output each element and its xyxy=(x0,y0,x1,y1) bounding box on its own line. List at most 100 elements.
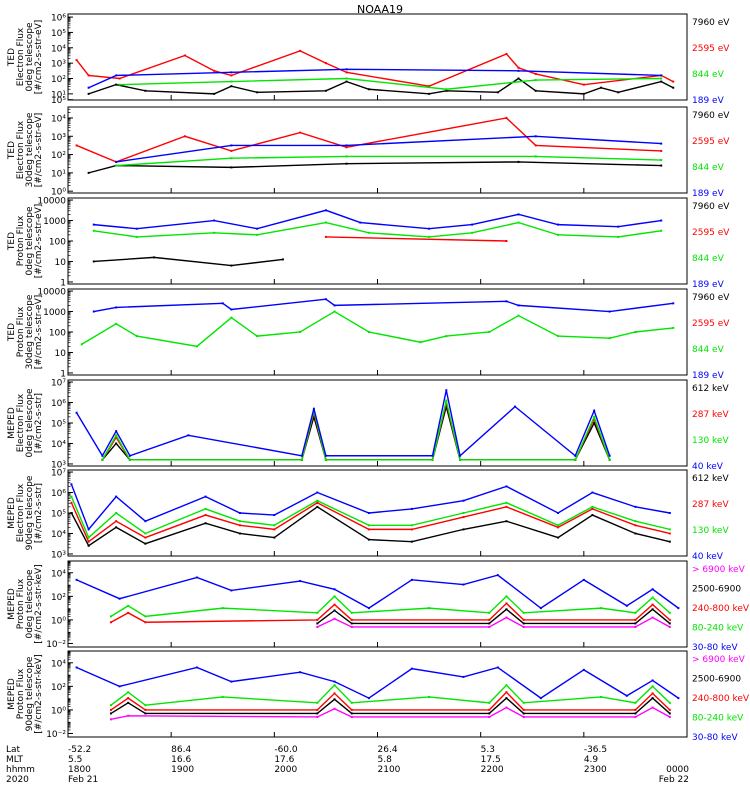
legend-entry: 130 keV xyxy=(692,526,729,536)
data-point xyxy=(651,608,654,611)
data-point xyxy=(359,221,362,224)
data-point xyxy=(591,514,594,517)
data-point xyxy=(333,707,336,710)
data-point xyxy=(367,524,370,527)
data-point xyxy=(517,314,520,317)
data-point xyxy=(230,74,233,77)
data-point xyxy=(316,622,319,625)
data-point xyxy=(350,715,353,718)
data-point xyxy=(367,231,370,234)
data-point xyxy=(128,458,131,461)
data-point xyxy=(127,611,130,614)
data-point xyxy=(534,155,537,158)
data-point xyxy=(445,88,448,91)
y-axis-label-line: Electron Flux xyxy=(16,120,26,179)
data-point xyxy=(410,667,413,670)
data-point xyxy=(273,536,276,539)
data-point xyxy=(75,578,78,581)
data-point xyxy=(273,524,276,527)
y-axis-label-line: Proton Flux xyxy=(16,578,26,629)
data-point xyxy=(238,512,241,514)
y-tick-label: 1000 xyxy=(43,308,66,318)
data-point xyxy=(213,231,216,234)
data-point xyxy=(109,615,112,618)
data-point xyxy=(115,322,118,325)
x-axis-mlt-label: 17.5 xyxy=(481,755,501,765)
data-point xyxy=(677,607,680,610)
data-point xyxy=(534,144,537,147)
y-tick-label: 10⁴ xyxy=(51,44,66,54)
series-group xyxy=(75,666,680,721)
data-point xyxy=(115,520,118,523)
panel-8: 10⁻² 10⁰ 10² 10⁴ MEPED Proton Flux 90deg teles… xyxy=(7,650,750,743)
data-point xyxy=(256,233,259,236)
y-tick-label: 10⁴ xyxy=(51,530,66,540)
y-tick-label: 10⁴ xyxy=(51,440,66,450)
data-point xyxy=(345,77,348,80)
data-point xyxy=(324,298,327,301)
legend-entry: 7960 eV xyxy=(692,111,730,121)
series-line xyxy=(93,221,662,238)
legend-entry: 30-80 keV xyxy=(692,733,738,743)
data-point xyxy=(213,219,216,222)
data-point xyxy=(660,159,663,162)
data-point xyxy=(668,512,671,514)
data-point xyxy=(115,512,118,514)
legend-entry: 287 keV xyxy=(692,500,729,510)
data-point xyxy=(505,608,508,611)
data-point xyxy=(109,621,112,624)
data-point xyxy=(115,430,118,433)
series-line xyxy=(88,161,662,174)
panel-frame xyxy=(67,197,688,285)
data-point xyxy=(324,235,327,238)
series-line xyxy=(325,236,507,242)
data-point xyxy=(144,536,147,539)
data-point xyxy=(144,89,147,92)
data-point xyxy=(634,625,637,628)
data-point xyxy=(312,415,315,418)
data-point xyxy=(428,235,431,238)
data-point xyxy=(367,697,370,700)
data-point xyxy=(505,602,508,605)
panel-2: 10⁰ 10¹ 10² 10³ 10⁴ 10⁵ TED Electron Flux 30deg … xyxy=(7,96,730,199)
data-point xyxy=(517,160,520,163)
data-point xyxy=(345,71,348,74)
data-point xyxy=(600,695,603,698)
y-tick-label: 10³ xyxy=(51,550,66,560)
data-point xyxy=(462,583,465,586)
data-point xyxy=(316,708,319,711)
x-axis-hhmm-label: 2100 xyxy=(378,765,401,775)
x-axis-lat-label: -52.2 xyxy=(68,745,91,755)
data-point xyxy=(428,607,431,610)
data-point xyxy=(273,528,276,531)
y-tick-label: 10³ xyxy=(51,60,66,70)
data-point xyxy=(87,92,90,95)
x-axis-lat-label: -60.0 xyxy=(274,745,298,755)
panel-3: 1 10 100 1000 10000 TED Proton Flux 0deg telesc… xyxy=(7,197,730,290)
y-axis-label-line: 0deg telescope xyxy=(25,569,35,639)
data-point xyxy=(345,80,348,83)
series-line xyxy=(93,256,284,267)
y-axis-label-line: [#/cm2-s-str-eV] xyxy=(34,113,44,188)
data-point xyxy=(660,164,663,167)
data-point xyxy=(660,219,663,222)
data-point xyxy=(651,697,654,700)
data-point xyxy=(324,458,327,461)
data-point xyxy=(522,701,525,704)
y-axis-label-line: Electron Flux xyxy=(16,393,26,452)
data-point xyxy=(316,491,319,494)
y-axis-label-line: MEPED xyxy=(7,407,17,439)
series-line xyxy=(70,496,670,539)
x-axis-mlt-label: 17.6 xyxy=(274,755,294,765)
series-line xyxy=(93,209,662,230)
data-point xyxy=(517,69,520,72)
data-point xyxy=(87,544,90,547)
data-point xyxy=(600,86,603,89)
y-tick-label: 10³ xyxy=(51,460,66,470)
data-point xyxy=(651,692,654,695)
data-point xyxy=(115,442,118,445)
x-axis-mlt-label: 5.5 xyxy=(68,755,82,765)
data-point xyxy=(324,221,327,224)
data-point xyxy=(213,92,216,95)
legend-entry: 7960 eV xyxy=(692,293,730,303)
